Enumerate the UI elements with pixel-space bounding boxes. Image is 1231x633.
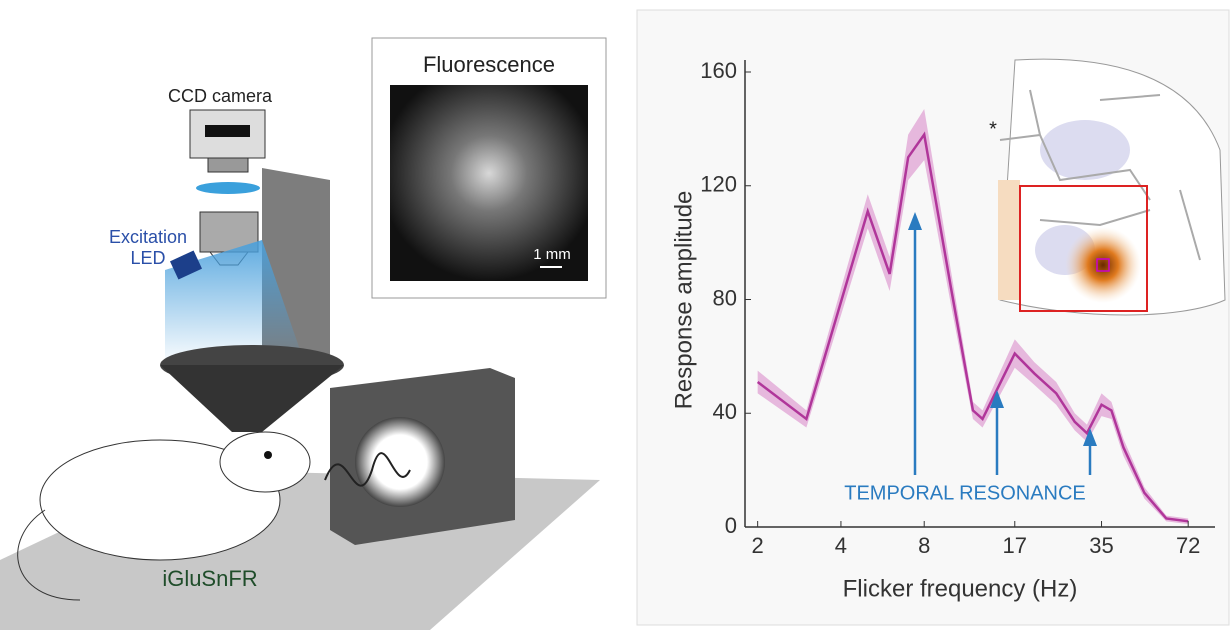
y-tick-label: 0 bbox=[725, 513, 737, 538]
inset-region bbox=[998, 180, 1020, 300]
y-axis-title: Response amplitude bbox=[670, 191, 697, 410]
x-tick-label: 72 bbox=[1176, 533, 1200, 558]
fluorescence-title: Fluorescence bbox=[423, 52, 555, 77]
camera-label: CCD camera bbox=[168, 86, 273, 106]
inset-marker: * bbox=[989, 118, 997, 140]
y-tick-label: 40 bbox=[713, 399, 737, 424]
x-tick-label: 35 bbox=[1089, 533, 1113, 558]
scale-label: 1 mm bbox=[533, 246, 571, 263]
setup-diagram: Fluorescence 1 mm CCD camera Excitation … bbox=[0, 38, 606, 630]
mouse-eye bbox=[264, 451, 272, 459]
indicator-label: iGluSnFR bbox=[162, 566, 257, 591]
inset-hotspot bbox=[1065, 227, 1141, 303]
y-tick-label: 120 bbox=[700, 172, 737, 197]
led-label: Excitation bbox=[109, 227, 187, 247]
x-tick-label: 2 bbox=[752, 533, 764, 558]
annotation: TEMPORAL RESONANCE bbox=[844, 482, 1086, 504]
mouse-head bbox=[220, 432, 310, 492]
filter bbox=[196, 182, 260, 194]
funnel bbox=[160, 365, 344, 432]
x-tick-label: 8 bbox=[918, 533, 930, 558]
x-tick-label: 4 bbox=[835, 533, 847, 558]
y-tick-label: 80 bbox=[713, 285, 737, 310]
x-axis-title: Flicker frequency (Hz) bbox=[843, 575, 1078, 602]
x-tick-label: 17 bbox=[1003, 533, 1027, 558]
display-screen bbox=[355, 417, 445, 507]
camera-slot bbox=[205, 125, 250, 137]
camera-mount bbox=[208, 158, 248, 172]
figure: Fluorescence 1 mm CCD camera Excitation … bbox=[0, 0, 1231, 633]
led-label: LED bbox=[130, 248, 165, 268]
y-tick-label: 160 bbox=[700, 58, 737, 83]
